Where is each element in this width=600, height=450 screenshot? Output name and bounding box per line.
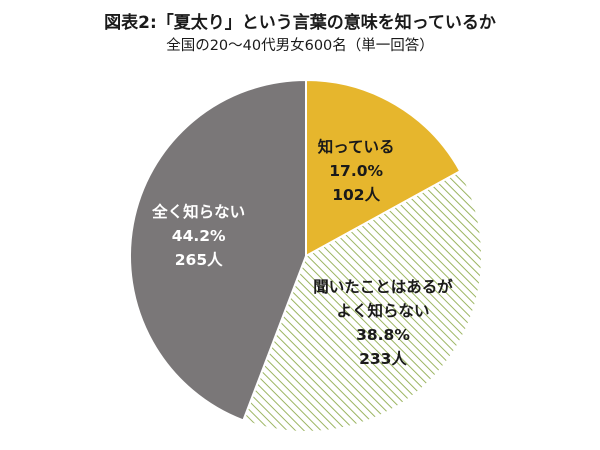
chart-title: 図表2:「夏太り」という言葉の意味を知っているか xyxy=(104,13,496,33)
pie-slice-1 xyxy=(241,169,483,433)
slice-count-label: 233人 xyxy=(359,350,407,368)
slice-count-label: 102人 xyxy=(332,186,380,204)
slice-count-label: 265人 xyxy=(175,251,223,269)
slice-percent-label: 38.8% xyxy=(356,326,410,344)
slice-label-2: 全く知らない 44.2% 265人 xyxy=(151,202,245,269)
slice-label-text: 聞いたことはあるが xyxy=(313,277,453,296)
slice-percent-label: 17.0% xyxy=(329,162,383,180)
slice-label-0: 知っている 17.0% 102人 xyxy=(318,137,395,204)
pie-slice-2 xyxy=(129,78,307,422)
chart-subtitle: 全国の20～40代男女600名（単一回答） xyxy=(166,38,434,54)
slice-label-text: 知っている xyxy=(318,137,395,156)
slice-label-text: よく知らない xyxy=(336,301,429,320)
slice-label-text: 全く知らない xyxy=(151,202,245,221)
slice-label-1: 聞いたことはあるがよく知らない 38.8% 233人 xyxy=(313,277,453,368)
pie-slice-0 xyxy=(305,78,462,258)
slice-percent-label: 44.2% xyxy=(172,227,226,245)
